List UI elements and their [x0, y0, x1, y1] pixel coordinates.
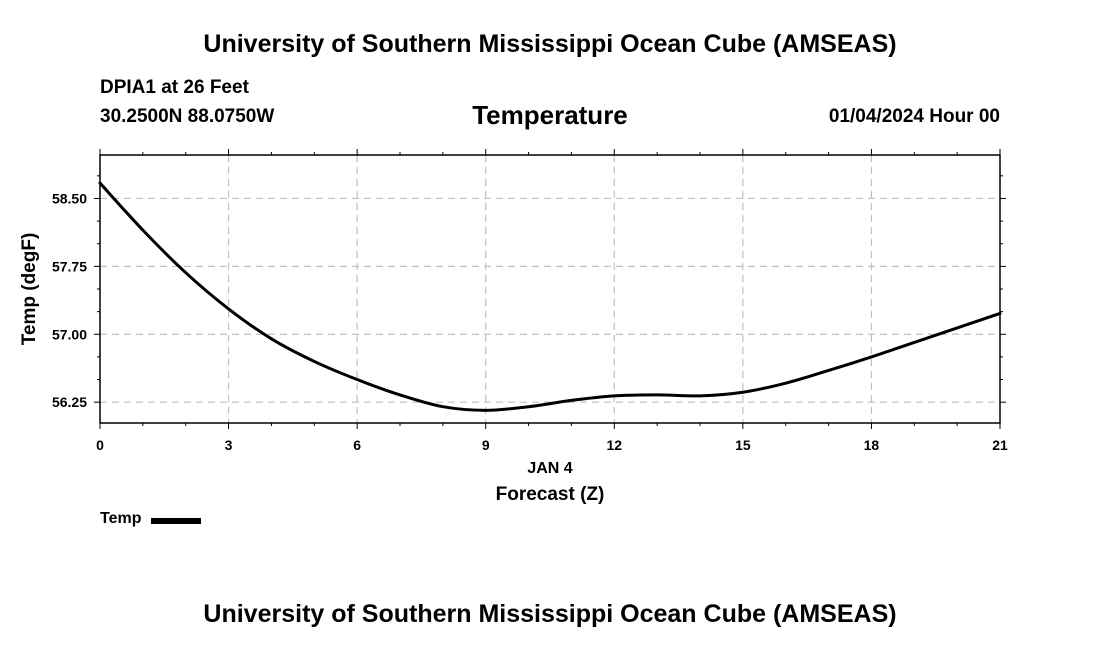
y-tick-label: 56.25	[52, 394, 87, 410]
variable-title: Temperature	[472, 100, 628, 130]
x-tick-label: 21	[992, 437, 1008, 453]
temp-series-line	[98, 181, 1002, 412]
plot-frame	[99, 154, 1001, 424]
legend: Temp	[100, 510, 202, 528]
x-tick-label: 9	[482, 437, 490, 453]
station-label: DPIA1 at 26 Feet	[100, 77, 249, 98]
x-tick-label: 3	[225, 437, 233, 453]
y-tick-label: 57.75	[52, 258, 87, 274]
x-tick-label: 15	[735, 437, 751, 453]
y-tick-label: 57.00	[52, 326, 87, 342]
chart-title: University of Southern Mississippi Ocean…	[203, 30, 897, 58]
x-tick-label: 18	[864, 437, 880, 453]
x-tick-label: 6	[353, 437, 361, 453]
y-axis-label: Temp (degF)	[19, 233, 40, 346]
x-tick-label: 0	[96, 437, 104, 453]
coordinates-label: 30.2500N 88.0750W	[100, 106, 275, 127]
legend-line-swatch	[151, 517, 202, 524]
x-axis-date-label: JAN 4	[527, 460, 572, 477]
x-axis-label: Forecast (Z)	[496, 484, 605, 505]
footer-title: University of Southern Mississippi Ocean…	[203, 600, 897, 628]
forecast-datetime: 01/04/2024 Hour 00	[828, 106, 1000, 127]
legend-label: Temp	[100, 510, 142, 527]
x-tick-label: 12	[606, 437, 622, 453]
y-tick-label: 58.50	[52, 190, 87, 206]
